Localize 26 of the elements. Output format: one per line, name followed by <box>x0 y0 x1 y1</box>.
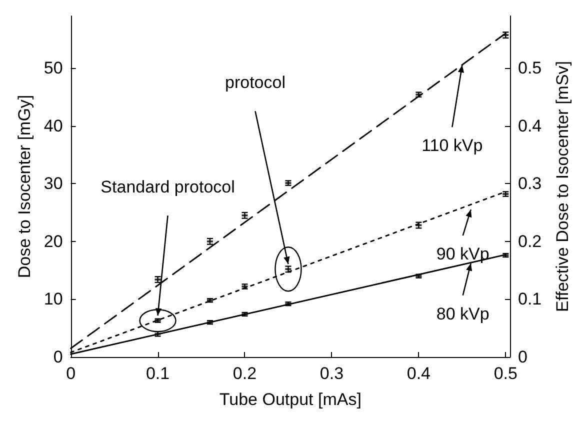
y2-tick-label: 0.3 <box>518 174 542 194</box>
y-tick-label: 0 <box>53 348 63 366</box>
x-tick-label: 0.4 <box>406 364 431 383</box>
x-tick-label: 0.1 <box>146 364 170 383</box>
y2-tick-label: 0.1 <box>518 290 542 309</box>
x-axis-title: Tube Output [mAs] <box>219 390 362 409</box>
y2-tick-label: 0.2 <box>518 232 542 251</box>
x-tick-label: 0.5 <box>494 364 518 383</box>
y-tick-label: 30 <box>44 174 63 194</box>
y2-tick-label: 0 <box>518 348 528 366</box>
x-tick-label: 0.2 <box>232 364 257 383</box>
y-tick-label: 50 <box>44 58 63 78</box>
y-tick-label: 20 <box>44 232 63 251</box>
y-tick-label: 10 <box>44 290 63 309</box>
y2-axis-title: Effective Dose to Isocenter [mSv] <box>553 60 572 312</box>
annotation: 80 kVp <box>436 304 490 324</box>
y-tick-label: 40 <box>44 116 63 136</box>
y-axis-title: Dose to Isocenter [mGy] <box>15 94 34 278</box>
annotation: 90 kVp <box>436 244 490 264</box>
x-tick-label: 0.3 <box>320 364 344 383</box>
y2-tick-label: 0.5 <box>518 58 542 78</box>
y2-tick-label: 0.4 <box>518 116 542 136</box>
annotation: protocol <box>224 73 286 92</box>
annotation: 110 kVp <box>422 136 483 156</box>
annotation: Standard protocol <box>100 178 235 197</box>
x-tick-label: 0 <box>66 364 76 383</box>
